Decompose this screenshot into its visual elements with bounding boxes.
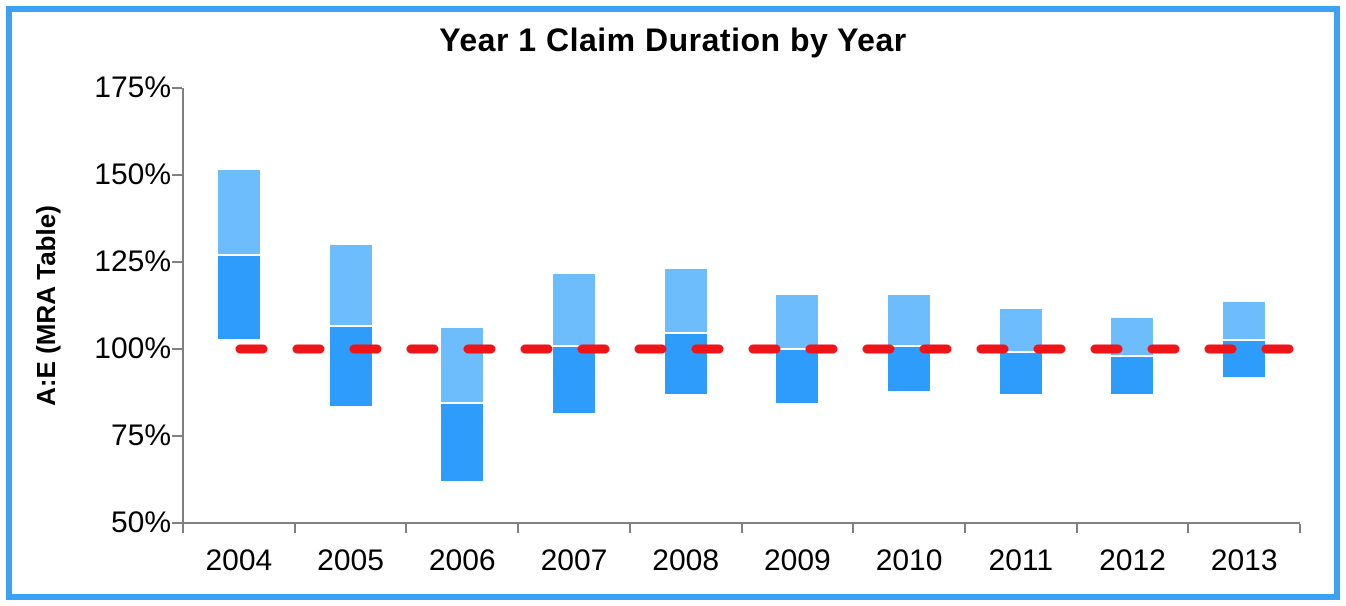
x-tick-mark-2 bbox=[405, 524, 407, 533]
x-tick-mark-0 bbox=[182, 524, 184, 533]
y-tick-mark-75 bbox=[172, 435, 182, 437]
x-tick-label-2008: 2008 bbox=[652, 544, 720, 577]
x-tick-mark-4 bbox=[629, 524, 631, 533]
x-tick-label-2007: 2007 bbox=[540, 544, 608, 577]
bar-segment-divider-2005 bbox=[330, 325, 372, 328]
bar-lower-segment-2007 bbox=[553, 345, 595, 414]
x-tick-mark-5 bbox=[741, 524, 743, 533]
bar-upper-segment-2006 bbox=[441, 328, 483, 403]
bar-segment-divider-2010 bbox=[888, 344, 930, 347]
x-tick-mark-6 bbox=[852, 524, 854, 533]
bar-segment-divider-2007 bbox=[553, 344, 595, 347]
bar-lower-segment-2006 bbox=[441, 402, 483, 482]
x-tick-mark-8 bbox=[1076, 524, 1078, 533]
y-tick-mark-100 bbox=[172, 348, 182, 350]
x-tick-label-2004: 2004 bbox=[205, 544, 273, 577]
bar-segment-divider-2004 bbox=[218, 254, 260, 257]
x-tick-mark-1 bbox=[294, 524, 296, 533]
y-tick-mark-175 bbox=[172, 87, 182, 89]
bar-segment-divider-2008 bbox=[665, 332, 707, 335]
bar-segment-divider-2013 bbox=[1223, 339, 1265, 342]
x-tick-mark-9 bbox=[1187, 524, 1189, 533]
y-tick-mark-150 bbox=[172, 174, 182, 176]
x-axis-line bbox=[183, 522, 1300, 524]
bar-lower-segment-2005 bbox=[330, 326, 372, 407]
x-tick-mark-10 bbox=[1299, 524, 1301, 533]
y-tick-label-125: 125% bbox=[94, 245, 171, 278]
y-tick-label-175: 175% bbox=[94, 71, 171, 104]
bar-segment-divider-2012 bbox=[1111, 354, 1153, 357]
x-tick-label-2005: 2005 bbox=[317, 544, 384, 577]
bar-lower-segment-2009 bbox=[776, 349, 818, 403]
y-axis-line bbox=[182, 88, 184, 524]
x-tick-mark-7 bbox=[964, 524, 966, 533]
x-tick-label-2012: 2012 bbox=[1099, 544, 1166, 577]
x-tick-label-2006: 2006 bbox=[428, 544, 496, 577]
bar-upper-segment-2010 bbox=[888, 295, 930, 346]
bar-upper-segment-2005 bbox=[330, 244, 372, 327]
chart-title: Year 1 Claim Duration by Year bbox=[439, 22, 907, 58]
chart-frame-border bbox=[6, 6, 1340, 600]
y-tick-mark-125 bbox=[172, 261, 182, 263]
y-tick-label-100: 100% bbox=[94, 332, 171, 365]
bar-lower-segment-2004 bbox=[218, 255, 260, 339]
bar-lower-segment-2012 bbox=[1111, 355, 1153, 395]
bar-upper-segment-2004 bbox=[218, 169, 260, 256]
bar-upper-segment-2013 bbox=[1223, 302, 1265, 341]
y-tick-label-75: 75% bbox=[110, 419, 171, 452]
y-tick-mark-50 bbox=[172, 522, 182, 524]
y-axis-tick-labels: 175% 150% 125% 100% 75% 50% bbox=[50, 73, 171, 538]
x-tick-mark-3 bbox=[517, 524, 519, 533]
x-tick-label-2013: 2013 bbox=[1210, 544, 1278, 577]
y-tick-label-150: 150% bbox=[94, 158, 171, 191]
bar-lower-segment-2008 bbox=[665, 333, 707, 395]
bar-upper-segment-2009 bbox=[776, 295, 818, 349]
bar-lower-segment-2013 bbox=[1223, 340, 1265, 377]
x-tick-label-2009: 2009 bbox=[763, 544, 831, 577]
bar-segment-divider-2009 bbox=[776, 348, 818, 350]
bar-upper-segment-2012 bbox=[1111, 317, 1153, 356]
bar-upper-segment-2007 bbox=[553, 274, 595, 346]
x-axis-tick-labels: 2004 2005 2006 2007 2008 2009 2010 2011 … bbox=[183, 544, 1300, 578]
x-tick-label-2011: 2011 bbox=[988, 544, 1054, 577]
x-tick-label-2010: 2010 bbox=[875, 544, 943, 577]
bar-lower-segment-2011 bbox=[1000, 352, 1042, 395]
bar-segment-divider-2011 bbox=[1000, 351, 1042, 354]
y-tick-label-50: 50% bbox=[110, 506, 171, 539]
bar-segment-divider-2006 bbox=[441, 401, 483, 404]
bar-upper-segment-2011 bbox=[1000, 308, 1042, 353]
bar-lower-segment-2010 bbox=[888, 345, 930, 391]
bar-upper-segment-2008 bbox=[665, 268, 707, 334]
